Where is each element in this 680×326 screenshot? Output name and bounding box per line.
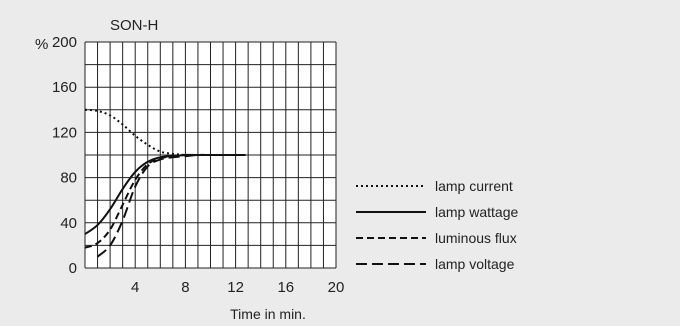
series-line-luminous-flux — [84, 153, 246, 249]
legend-label-lamp-voltage: lamp voltage — [435, 256, 515, 272]
y-tick-label: 80 — [60, 170, 77, 187]
y-tick-label: 0 — [69, 260, 77, 277]
series-line-lamp-voltage — [96, 153, 246, 258]
y-tick-label: 40 — [60, 215, 77, 232]
chart-title: SON-H — [110, 17, 158, 34]
x-tick-label: 16 — [277, 279, 294, 296]
legend-label-luminous-flux: luminous flux — [435, 230, 517, 246]
legend-label-lamp-wattage: lamp wattage — [435, 204, 518, 220]
legend-label-lamp-current: lamp current — [435, 178, 513, 194]
y-axis-label: % — [35, 36, 48, 53]
x-tick-label: 12 — [227, 279, 244, 296]
y-tick-label: 120 — [52, 124, 77, 141]
x-tick-label: 20 — [328, 279, 345, 296]
x-tick-label: 4 — [131, 279, 139, 296]
x-tick-label: 8 — [181, 279, 189, 296]
x-axis-label: Time in min. — [230, 306, 306, 322]
series-lines — [84, 108, 246, 258]
y-tick-label: 200 — [52, 34, 77, 51]
y-tick-label: 160 — [52, 79, 77, 96]
legend: lamp current lamp wattage luminous flux lam… — [356, 178, 518, 272]
